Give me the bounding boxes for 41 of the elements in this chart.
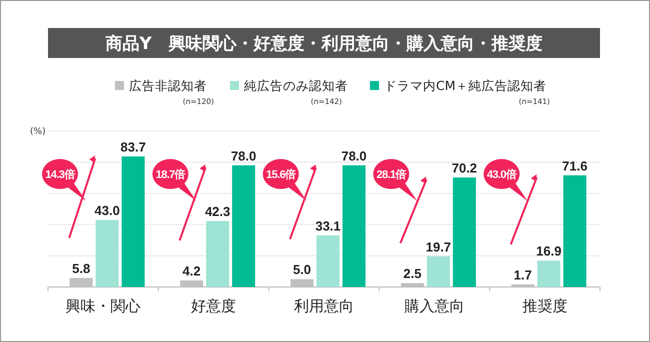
data-label: 43.0 xyxy=(94,202,120,218)
data-label: 1.7 xyxy=(514,267,532,282)
legend-label: 広告非認知者 xyxy=(129,78,207,93)
x-tick-label: 好意度 xyxy=(191,297,236,315)
annotation: 43.0倍 xyxy=(486,168,517,181)
data-label: 5.0 xyxy=(292,262,312,278)
x-tick-label: 推奨度 xyxy=(522,297,568,315)
data-label: 70.2 xyxy=(452,160,478,176)
annotation: 15.6倍 xyxy=(266,168,296,181)
data-label: 2.5 xyxy=(403,266,422,282)
data-label: 33.1 xyxy=(315,218,341,234)
bar xyxy=(452,177,476,287)
x-tick-label: 利用意向 xyxy=(294,297,354,315)
data-label: 5.8 xyxy=(72,260,90,276)
data-label: 19.7 xyxy=(426,239,452,254)
bar xyxy=(96,220,119,287)
legend-item: 広告非認知者 xyxy=(115,78,207,93)
data-label: 16.9 xyxy=(536,244,562,259)
bar xyxy=(426,256,450,287)
bar xyxy=(232,165,256,287)
annotation: 28.1倍 xyxy=(376,168,406,181)
legend-item: 純広告のみ認知者 xyxy=(230,78,348,93)
annotation: 14.3倍 xyxy=(45,168,76,181)
data-label: 78.0 xyxy=(230,148,256,164)
legend-item: ドラマ内CM＋純広告認知者 xyxy=(370,78,547,93)
data-label: 78.0 xyxy=(341,148,367,164)
x-tick-label: 購入意向 xyxy=(404,297,464,315)
bar xyxy=(122,156,145,287)
bar xyxy=(563,175,586,287)
y-axis-title: (%) xyxy=(30,127,46,137)
data-label: 83.7 xyxy=(120,139,146,154)
bar xyxy=(206,221,230,287)
bar xyxy=(316,235,340,287)
x-tick-label: 興味・関心 xyxy=(66,297,141,315)
chart-title: 商品Y 興味関心・好意度・利用意向・購入意向・推奨度 xyxy=(104,34,543,54)
annotation: 18.7倍 xyxy=(156,168,186,181)
data-label: 4.2 xyxy=(182,263,201,278)
bar xyxy=(342,165,366,287)
data-label: 71.6 xyxy=(562,158,588,174)
data-label: 42.3 xyxy=(204,204,230,220)
bar xyxy=(537,260,560,287)
